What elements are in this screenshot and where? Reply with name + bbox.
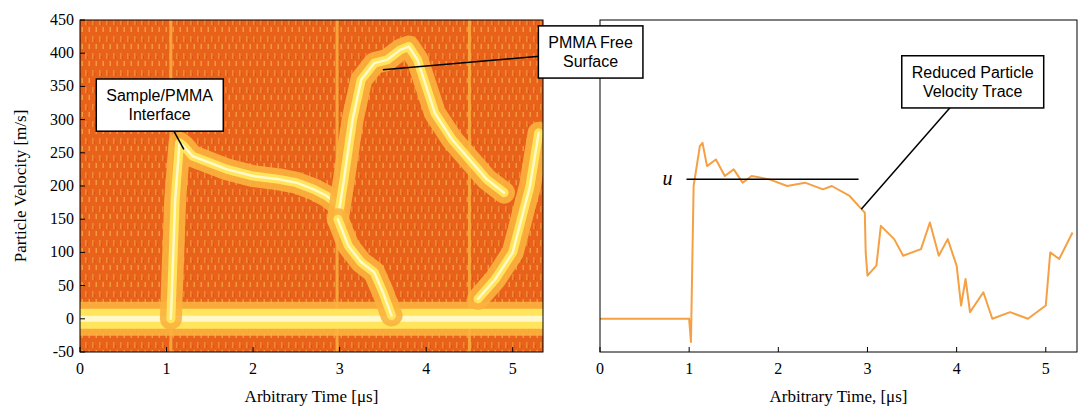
y-tick-label: 150 (50, 210, 74, 227)
annotation-box (96, 79, 223, 131)
x-tick-label: 0 (596, 360, 604, 377)
x-tick-label: 1 (163, 360, 171, 377)
x-tick (166, 347, 167, 352)
panel: u 0 1 2 3 4 5 Arbitrary Time, [μs] (596, 20, 1077, 406)
y-tick-label: 50 (58, 277, 74, 294)
annotation-box (902, 56, 1044, 108)
plot-frame (600, 20, 1077, 352)
x-axis-title: Arbitrary Time, [μs] (769, 387, 907, 406)
y-tick-label: 400 (50, 44, 74, 61)
plot-frame (80, 20, 543, 352)
x-tick (1045, 347, 1046, 352)
annotation: Reduced ParticleVelocity Trace (902, 56, 1044, 108)
ridge-glow (171, 143, 335, 319)
reference-line (686, 179, 858, 181)
x-tick (956, 347, 957, 352)
y-tick (80, 252, 85, 253)
ridge-glow (478, 133, 539, 299)
y-tick (80, 352, 85, 353)
x-tick (253, 347, 254, 352)
ridge-core (171, 143, 335, 319)
annotation-text: Reduced ParticleVelocity Trace (912, 64, 1034, 100)
x-tick-label: 2 (774, 360, 782, 377)
x-tick (512, 347, 513, 352)
y-tick-label: 300 (50, 111, 74, 128)
y-tick-label: 100 (50, 243, 74, 260)
x-tick-label: 5 (509, 360, 517, 377)
x-tick-label: 4 (953, 360, 961, 377)
y-tick (80, 20, 85, 21)
x-tick (689, 347, 690, 352)
y-tick (80, 152, 85, 153)
plot-area (600, 143, 1073, 342)
annotation-text: Sample/PMMAInterface (106, 87, 213, 123)
y-tick (80, 318, 85, 319)
x-tick (778, 347, 779, 352)
y-tick-label: 350 (50, 77, 74, 94)
x-tick-label: 4 (422, 360, 430, 377)
plot-area (80, 20, 543, 352)
annotation-text: PMMA FreeSurface (548, 34, 633, 70)
x-tick (426, 347, 427, 352)
annotation-box (538, 26, 643, 78)
y-tick (80, 285, 85, 286)
y-tick (80, 53, 85, 54)
y-tick-label: 250 (50, 144, 74, 161)
zero-band-core (80, 316, 543, 322)
x-tick-label: 3 (336, 360, 344, 377)
y-axis-title: Particle Velocity [m/s] (11, 110, 30, 263)
y-tick-label: 450 (50, 11, 74, 28)
annotation: Sample/PMMAInterface (96, 79, 223, 131)
ridge (478, 133, 539, 299)
reference-label: u (662, 167, 672, 189)
ridge-core (478, 133, 539, 299)
panel: 012345-50050100150200250300350400450Arbi… (11, 11, 543, 406)
y-tick (80, 119, 85, 120)
y-tick-label: -50 (53, 343, 74, 360)
y-tick (80, 186, 85, 187)
ridge-glow (338, 47, 504, 220)
y-tick (80, 219, 85, 220)
x-tick (80, 347, 81, 352)
y-tick (80, 86, 85, 87)
spectrogram-background (80, 20, 543, 352)
figure: 012345-50050100150200250300350400450Arbi… (0, 0, 1084, 417)
ridge-core (338, 47, 504, 220)
x-tick (600, 347, 601, 352)
y-tick-label: 200 (50, 177, 74, 194)
x-tick-label: 3 (863, 360, 871, 377)
x-axis-title: Arbitrary Time [μs] (245, 387, 379, 406)
x-tick-label: 2 (249, 360, 257, 377)
annotations: Sample/PMMAInterface PMMA FreeSurface Redu… (96, 26, 1043, 209)
ridge-glow (338, 219, 392, 315)
x-tick-label: 5 (1042, 360, 1050, 377)
ridge (338, 47, 504, 220)
x-tick-label: 0 (76, 360, 84, 377)
annotation: PMMA FreeSurface (538, 26, 643, 78)
zero-band (80, 309, 543, 329)
ridge (338, 219, 392, 315)
ridge-core (338, 219, 392, 315)
y-tick-label: 0 (66, 310, 74, 327)
velocity-trace (600, 143, 1073, 342)
x-tick (339, 347, 340, 352)
ridge (171, 143, 335, 319)
x-tick-label: 1 (685, 360, 693, 377)
x-tick (867, 347, 868, 352)
